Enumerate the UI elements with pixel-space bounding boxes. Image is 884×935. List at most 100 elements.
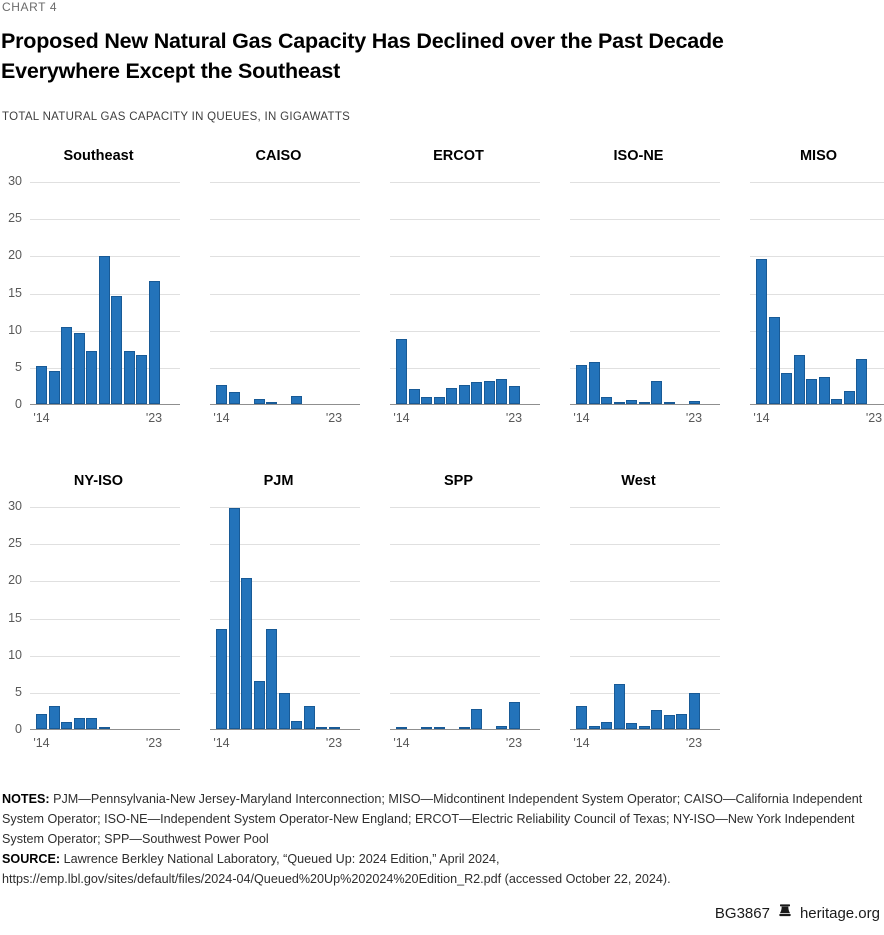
x-tick-label: '14 xyxy=(573,736,590,750)
bar-pjm-2023 xyxy=(328,727,340,729)
bar-pjm-2014 xyxy=(216,629,227,729)
bar-caiso-2020 xyxy=(291,395,302,404)
gridline xyxy=(30,219,180,221)
gridline xyxy=(210,655,360,657)
gridline xyxy=(210,182,360,183)
bar-west-2019 xyxy=(638,726,650,729)
bar-iso-ne-2018 xyxy=(626,399,637,404)
x-axis-line xyxy=(210,404,360,405)
y-axis-tick-label: 30 xyxy=(8,174,22,188)
gridline xyxy=(570,618,720,620)
gridline xyxy=(30,581,180,583)
gridline xyxy=(390,655,540,657)
y-axis-tick-label: 20 xyxy=(8,248,22,263)
bar-ny-iso-2016 xyxy=(61,721,72,729)
x-tick-label: '23 xyxy=(145,736,163,750)
chart-number-label: CHART 4 xyxy=(2,0,58,14)
bar-iso-ne-2014 xyxy=(576,365,587,404)
bar-pjm-2016 xyxy=(241,578,252,729)
bar-pjm-2015 xyxy=(228,508,240,729)
bar-ercot-2020 xyxy=(471,382,482,404)
bar-ercot-2019 xyxy=(458,385,470,404)
panel-title-spp: SPP xyxy=(443,473,473,489)
bar-miso-2019 xyxy=(818,376,830,404)
gridline xyxy=(570,367,720,369)
gridline xyxy=(750,256,884,258)
y-axis-tick-label: 20 xyxy=(8,573,22,588)
panel-title-miso: MISO xyxy=(799,148,838,164)
panel-title-west: West xyxy=(621,473,656,489)
panel-plot-ercot: '14 '23 xyxy=(390,182,540,425)
gridline xyxy=(750,219,884,221)
bar-iso-ne-2016 xyxy=(601,397,612,404)
y-axis-tick-label: 0 xyxy=(15,397,22,411)
gridline xyxy=(750,293,884,295)
panel-plot-spp: '14 '23 xyxy=(390,507,540,750)
bar-iso-ne-2019 xyxy=(638,402,650,404)
gridline xyxy=(30,655,180,657)
bar-spp-2014 xyxy=(396,727,407,729)
bar-miso-2014 xyxy=(756,259,767,404)
x-tick-label: '14 xyxy=(213,736,230,750)
panel-plot-miso: '14 '23 xyxy=(750,182,884,425)
footer-report-id: BG3867 xyxy=(714,904,770,922)
gridline xyxy=(570,182,720,183)
x-tick-label: '23 xyxy=(685,411,703,425)
bar-pjm-2020 xyxy=(291,720,302,729)
x-axis-line xyxy=(750,404,884,405)
gridline xyxy=(750,330,884,332)
bar-miso-2022 xyxy=(856,359,867,404)
gridline xyxy=(210,293,360,295)
bar-ercot-2014 xyxy=(396,339,407,404)
bar-southeast-2017 xyxy=(73,332,85,404)
gridline xyxy=(570,219,720,221)
panel-plot-pjm: '14 '23 xyxy=(210,507,360,750)
y-axis-tick-label: 10 xyxy=(8,322,22,337)
source-text-line2: https://emp.lbl.gov/sites/default/files/… xyxy=(2,872,671,886)
gridline xyxy=(390,692,540,694)
bar-southeast-2014 xyxy=(36,366,47,404)
bar-spp-2022 xyxy=(496,726,507,729)
gridline xyxy=(390,330,540,332)
gridline xyxy=(210,256,360,258)
gridline xyxy=(570,330,720,332)
gridline xyxy=(390,544,540,546)
bar-miso-2018 xyxy=(806,379,817,404)
panel-title-pjm: PJM xyxy=(263,473,294,489)
bar-pjm-2021 xyxy=(303,705,315,729)
y-axis-tick-label: 10 xyxy=(8,647,22,662)
gridline xyxy=(390,182,540,183)
bar-ercot-2017 xyxy=(433,397,445,404)
bar-southeast-2022 xyxy=(136,354,147,404)
bar-iso-ne-2015 xyxy=(588,362,600,404)
bar-west-2016 xyxy=(601,722,612,729)
x-tick-label: '14 xyxy=(573,411,590,425)
bar-caiso-2015 xyxy=(228,392,240,404)
gridline xyxy=(390,367,540,369)
panel-title-iso-ne: ISO-NE xyxy=(613,148,664,164)
gridline xyxy=(390,293,540,295)
panel-plot-west: '14 '23 xyxy=(570,507,720,750)
gridline xyxy=(570,655,720,657)
gridline xyxy=(30,544,180,546)
bar-miso-2016 xyxy=(781,372,792,404)
panel-plot-caiso: '14 '23 xyxy=(210,182,360,425)
gridline xyxy=(570,293,720,295)
bar-miso-2021 xyxy=(843,390,855,404)
gridline xyxy=(570,544,720,546)
y-axis-tick-label: 0 xyxy=(15,722,22,736)
y-axis-tick-label: 15 xyxy=(8,285,22,300)
y-axis-tick-label: 15 xyxy=(8,610,22,625)
y-axis-tick-label: 25 xyxy=(8,536,22,551)
gridline xyxy=(30,692,180,694)
x-tick-label: '14 xyxy=(33,736,50,750)
panel-plot-ny-iso: '14 '23 xyxy=(30,507,180,750)
bar-pjm-2018 xyxy=(266,629,277,729)
liberty-bell-icon xyxy=(777,903,793,923)
bar-pjm-2019 xyxy=(278,692,290,729)
bar-west-2018 xyxy=(626,723,637,729)
gridline xyxy=(750,367,884,369)
gridline xyxy=(210,618,360,620)
gridline xyxy=(30,182,180,183)
source-text-line1: Lawrence Berkley National Laboratory, “Q… xyxy=(63,852,500,866)
